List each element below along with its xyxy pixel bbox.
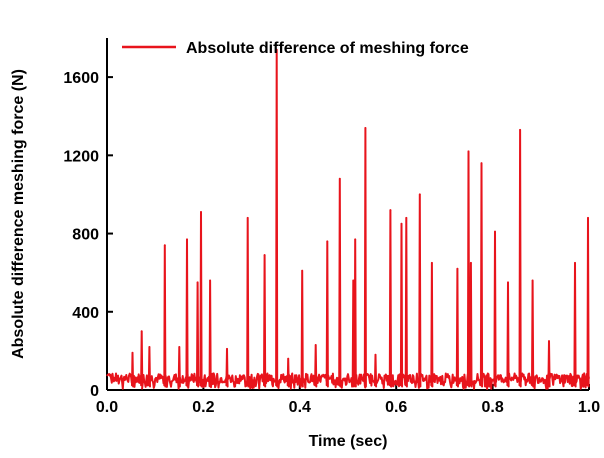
legend: Absolute difference of meshing force [122,40,469,57]
data-point [364,127,367,129]
data-point [163,244,166,247]
data-point [467,150,470,153]
data-point [470,261,472,264]
data-point [531,279,534,282]
y-tick-label: 800 [72,227,99,244]
x-tick-label: 0.4 [289,399,311,416]
data-point [148,346,151,348]
data-point [140,330,143,333]
series-line [106,48,590,390]
data-point [287,357,290,360]
data-point [314,344,317,346]
y-tick-label: 1200 [63,148,99,165]
data-point [494,230,496,233]
series-layer [106,48,590,390]
data-point [196,281,199,284]
data-point [587,217,589,219]
x-tick-label: 0.0 [96,399,118,416]
data-point [178,346,181,348]
data-point [326,240,329,243]
data-point [548,340,550,343]
data-point [209,279,212,282]
x-tick-label: 1.0 [578,399,600,416]
data-point [374,353,377,356]
legend-label: Absolute difference of meshing force [186,40,469,57]
data-point [200,211,202,213]
data-point [405,217,408,219]
data-point [430,261,433,264]
data-point [400,222,403,225]
data-point [389,209,392,211]
y-tick-label: 400 [72,305,99,322]
data-point [456,267,459,270]
data-point [131,351,134,354]
data-point [338,177,341,180]
data-point [226,348,228,350]
data-point [263,254,266,256]
data-point [246,217,249,219]
data-point [275,48,278,51]
x-tick-label: 0.2 [192,399,214,416]
data-point [354,238,357,241]
data-point [574,261,576,264]
y-axis-label: Absolute difference meshing force (N) [10,69,27,359]
ticks-layer: 0.0 0.2 0.4 0.6 0.8 1.0 0 400 800 1200 1600 [63,70,600,416]
data-point [507,281,509,284]
y-tick-label: 1600 [63,70,99,87]
x-axis-label: Time (sec) [309,433,388,450]
data-point [301,269,304,272]
data-point [352,279,355,282]
data-point [519,129,521,131]
data-point [480,162,483,165]
data-point [418,193,421,196]
y-tick-label: 0 [90,383,99,400]
x-tick-label: 0.8 [481,399,503,416]
data-point [186,238,188,241]
x-tick-label: 0.6 [385,399,407,416]
